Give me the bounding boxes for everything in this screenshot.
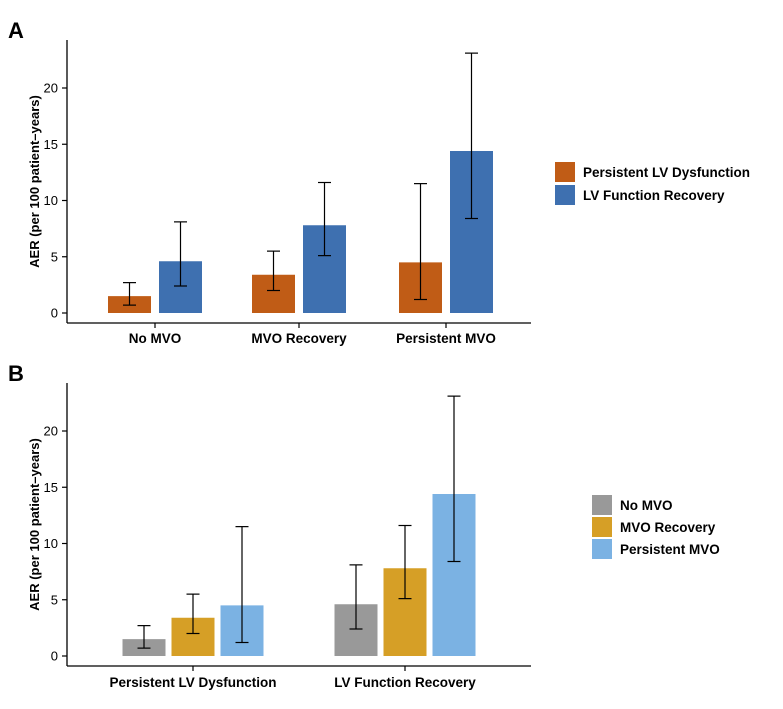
panel-a-x-tick-label-mvo-recovery: MVO Recovery bbox=[251, 331, 347, 346]
panel-b-legend-swatch-mvo-recovery bbox=[592, 517, 612, 537]
panel-b-legend-label-mvo-recovery: MVO Recovery bbox=[620, 520, 716, 535]
panel-b-x-tick-label-lv-function-recovery: LV Function Recovery bbox=[334, 675, 476, 690]
panel-b-legend-swatch-persistent-mvo bbox=[592, 539, 612, 559]
panel-letter-b: B bbox=[8, 361, 24, 386]
panel-letter-a: A bbox=[8, 18, 24, 43]
panel-a-legend-swatch-lv-function-recovery bbox=[555, 185, 575, 205]
panel-a-legend-swatch-persistent-lv-dysfunction bbox=[555, 162, 575, 182]
panel-a-x-tick-label-no-mvo: No MVO bbox=[129, 331, 182, 346]
panel-b-y-tick-label: 5 bbox=[51, 592, 58, 607]
panel-a-y-tick-label: 5 bbox=[51, 249, 58, 264]
panel-b-y-tick-label: 0 bbox=[51, 649, 58, 664]
panel-a-y-tick-label: 20 bbox=[44, 81, 58, 96]
panel-a-legend-label-lv-function-recovery: LV Function Recovery bbox=[583, 188, 725, 203]
panel-a-legend-label-persistent-lv-dysfunction: Persistent LV Dysfunction bbox=[583, 165, 750, 180]
panel-b-y-tick-label: 20 bbox=[44, 424, 58, 439]
panel-b-legend-label-persistent-mvo: Persistent MVO bbox=[620, 542, 720, 557]
panel-a-y-tick-label: 0 bbox=[51, 306, 58, 321]
panel-b-x-tick-label-persistent-lv-dysfunction: Persistent LV Dysfunction bbox=[109, 675, 276, 690]
panel-a-y-axis-title: AER (per 100 patient–years) bbox=[27, 95, 42, 268]
panel-b-y-axis-title: AER (per 100 patient–years) bbox=[27, 438, 42, 611]
panel-a-y-tick-label: 10 bbox=[44, 193, 58, 208]
panel-a-x-tick-label-persistent-mvo: Persistent MVO bbox=[396, 331, 496, 346]
panel-b-y-tick-label: 15 bbox=[44, 480, 58, 495]
panel-b-legend-swatch-no-mvo bbox=[592, 495, 612, 515]
panel-b-y-tick-label: 10 bbox=[44, 536, 58, 551]
panel-b-legend-label-no-mvo: No MVO bbox=[620, 498, 673, 513]
panel-a-y-tick-label: 15 bbox=[44, 137, 58, 152]
